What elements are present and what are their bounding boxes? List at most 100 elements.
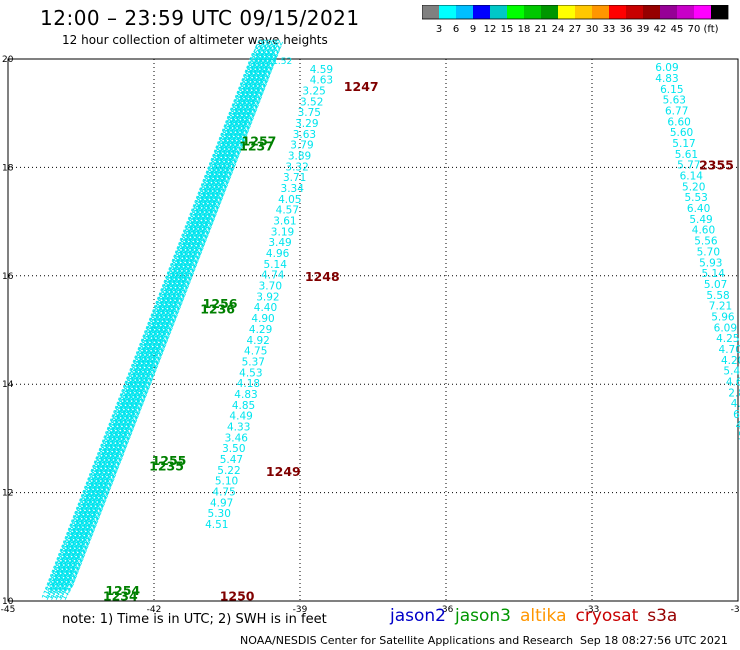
dense-track-glyph: 1.52 <box>104 429 122 451</box>
dense-track-glyph: 1.52 <box>213 181 231 203</box>
dense-track-glyph: 1.52 <box>236 97 254 119</box>
dense-track-glyph: 1.52 <box>190 193 208 215</box>
pass-time-label: 1250 <box>220 589 255 604</box>
dense-track-glyph: 1.52 <box>218 168 236 190</box>
dense-track-glyph: 1.52 <box>64 542 82 564</box>
dense-track-glyph: 1.52 <box>77 534 95 556</box>
dense-track-glyph: 1.52 <box>249 76 267 98</box>
dense-track-glyph: 1.52 <box>173 273 191 295</box>
dense-track-glyph: 1.52 <box>136 332 154 354</box>
dense-track-glyph: 1.52 <box>238 80 256 102</box>
dense-track-glyph: 1.52 <box>218 156 236 178</box>
dense-track-glyph: 1.52 <box>134 374 152 396</box>
dense-track-glyph: 1.52 <box>192 189 210 211</box>
dense-track-glyph: 1.52 <box>263 51 281 73</box>
dense-track-glyph: 1.52 <box>64 567 82 589</box>
dense-track-glyph: 1.52 <box>123 378 141 400</box>
dense-track-glyph: 1.52 <box>203 206 221 228</box>
dense-track-glyph: 1.52 <box>121 408 139 430</box>
dense-track-glyph: 1.52 <box>146 320 164 342</box>
dense-track-glyph: 1.52 <box>207 185 225 207</box>
dense-track-glyph: 1.52 <box>94 488 112 510</box>
dense-track-glyph: 1.52 <box>198 185 216 207</box>
dense-track-glyph: 1.52 <box>95 462 113 484</box>
dense-track-glyph: 1.52 <box>231 122 249 144</box>
dense-track-glyph: 1.52 <box>180 265 198 287</box>
dense-track-glyph: 1.52 <box>75 525 93 547</box>
dense-track-glyph: 1.52 <box>108 441 126 463</box>
dense-track-glyph: 1.52 <box>200 202 218 224</box>
swh-value: 4.51 <box>205 519 228 531</box>
dense-track-glyph: 1.52 <box>188 210 206 232</box>
dense-track-glyph: 1.52 <box>223 143 241 165</box>
dense-track-glyph: 1.52 <box>191 202 209 224</box>
dense-track-glyph: 1.52 <box>229 105 247 127</box>
swh-value: 4. <box>736 420 740 432</box>
dense-track-glyph: 1.52 <box>197 198 215 220</box>
dense-track-glyph: 1.52 <box>257 67 275 89</box>
dense-track-glyph: 1.52 <box>116 433 134 455</box>
dense-track-glyph: 1.52 <box>234 126 252 148</box>
dense-track-glyph: 1.52 <box>87 496 105 518</box>
dense-track-glyph: 1.52 <box>244 88 262 110</box>
dense-track-glyph: 1.52 <box>100 462 118 484</box>
dense-track-glyph: 1.52 <box>219 164 237 186</box>
swh-value: 3.79 <box>290 140 313 152</box>
dense-track-glyph: 1.52 <box>63 521 81 543</box>
swh-value: 4.90 <box>251 313 274 325</box>
dense-track-glyph: 1.52 <box>99 475 117 497</box>
dense-track-glyph: 1.52 <box>250 84 268 106</box>
dense-track-glyph: 1.52 <box>182 214 200 236</box>
swh-value: 4.53 <box>239 367 262 379</box>
dense-track-glyph: 1.52 <box>179 256 197 278</box>
dense-track-glyph: 1.52 <box>184 256 202 278</box>
swh-value: 6.40 <box>687 203 710 215</box>
dense-track-glyph: 1.52 <box>195 181 213 203</box>
dense-track-glyph: 1.52 <box>56 563 74 585</box>
dense-track-glyph: 1.52 <box>211 139 229 161</box>
swh-value: 3.32 <box>285 161 308 173</box>
dense-track-glyph: 1.52 <box>252 80 270 102</box>
dense-track-glyph: 1.52 <box>169 282 187 304</box>
dense-track-glyph: 1.52 <box>107 454 125 476</box>
dense-track-glyph: 1.52 <box>129 374 147 396</box>
dense-track-glyph: 1.52 <box>174 269 192 291</box>
dense-track-glyph: 1.52 <box>68 534 86 556</box>
dense-track-glyph: 1.52 <box>172 286 190 308</box>
dense-track-glyph: 1.52 <box>145 357 163 379</box>
dense-track-glyph: 1.52 <box>85 500 103 522</box>
dense-track-glyph: 1.52 <box>109 416 127 438</box>
swh-value: 4.75 <box>244 346 267 358</box>
dense-track-glyph: 1.52 <box>230 114 248 136</box>
swh-value: 5.37 <box>242 356 265 368</box>
dense-track-glyph: 1.52 <box>70 538 88 560</box>
colorbar-swatch <box>456 5 473 19</box>
dense-track-glyph: 1.52 <box>180 231 198 253</box>
dense-track-glyph: 1.52 <box>62 525 80 547</box>
dense-track-glyph: 1.52 <box>123 366 141 388</box>
dense-track-glyph: 1.52 <box>157 303 175 325</box>
dense-track-glyph: 1.52 <box>160 282 178 304</box>
dense-track-glyph: 1.52 <box>185 252 203 274</box>
dense-track-glyph: 1.52 <box>205 202 223 224</box>
dense-track-glyph: 1.52 <box>116 408 134 430</box>
dense-track-glyph: 1.52 <box>64 555 82 577</box>
dense-track-glyph: 1.52 <box>242 72 260 94</box>
dense-track-glyph: 1.52 <box>72 521 90 543</box>
dense-track-glyph: 1.52 <box>125 408 143 430</box>
dense-track-glyph: 1.52 <box>119 425 137 447</box>
dense-track-glyph: 1.52 <box>108 429 126 451</box>
dense-track-glyph: 1.52 <box>74 517 92 539</box>
dense-track-glyph: 1.52 <box>133 353 151 375</box>
dense-track-glyph: 1.52 <box>147 328 165 350</box>
dense-track-glyph: 1.52 <box>203 172 221 194</box>
dense-track-glyph: 1.52 <box>93 479 111 501</box>
dense-track-glyph: 1.52 <box>181 240 199 262</box>
dense-track-glyph: 1.52 <box>148 303 166 325</box>
dense-track-glyph: 1.52 <box>100 437 118 459</box>
dense-track-glyph: 1.52 <box>94 467 112 489</box>
colorbar-swatch <box>609 5 626 19</box>
dense-track-glyph: 1.52 <box>109 450 127 472</box>
dense-track-glyph: 1.52 <box>55 555 73 577</box>
dense-track-glyph: 1.52 <box>231 88 249 110</box>
